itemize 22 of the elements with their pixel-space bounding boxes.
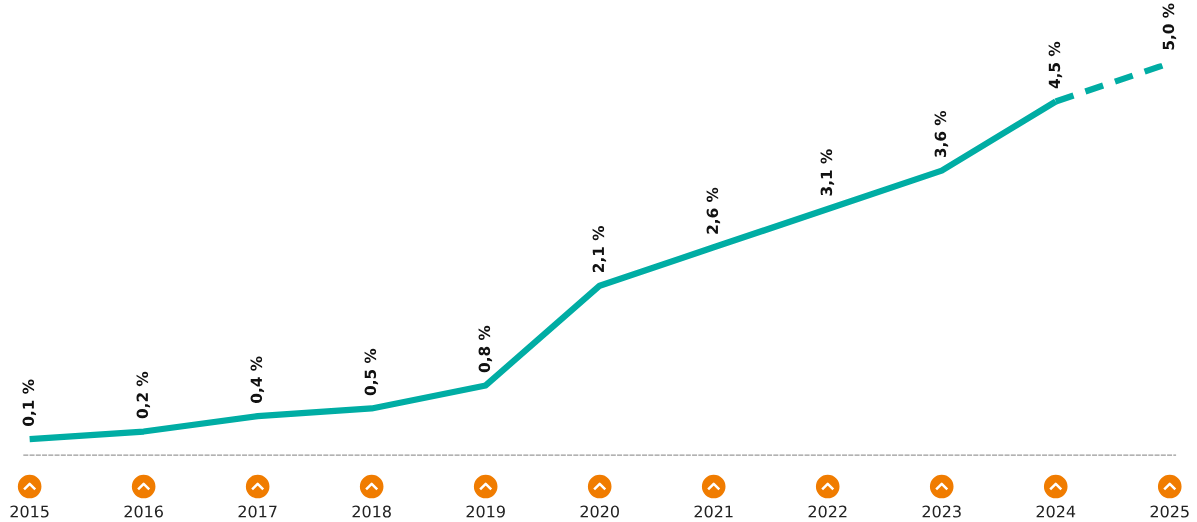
x-tick-label: 2020 bbox=[580, 505, 619, 518]
x-tick-label: 2017 bbox=[238, 505, 277, 518]
x-tick-label: 2022 bbox=[808, 505, 847, 518]
x-tick-label: 2019 bbox=[466, 505, 505, 518]
x-tick-label: 2018 bbox=[352, 505, 391, 518]
x-tick-label: 2016 bbox=[124, 505, 163, 518]
data-label: 2,6 % bbox=[706, 187, 721, 234]
data-label: 0,5 % bbox=[364, 348, 379, 396]
x-tick-label: 2015 bbox=[10, 505, 49, 518]
x-tick-label: 2021 bbox=[694, 505, 733, 518]
data-label: 0,4 % bbox=[250, 356, 265, 403]
data-label: 5,0 % bbox=[1162, 3, 1177, 50]
data-label: 4,5 % bbox=[1048, 41, 1063, 89]
x-tick-label: 2024 bbox=[1036, 505, 1076, 518]
x-tick-label: 2025 bbox=[1150, 505, 1189, 518]
data-label: 0,1 % bbox=[22, 379, 37, 426]
x-tick-label: 2023 bbox=[922, 505, 961, 518]
data-label: 2,1 % bbox=[592, 226, 607, 272]
data-label: 0,2 % bbox=[136, 371, 151, 419]
data-label: 3,6 % bbox=[934, 110, 949, 158]
data-label: 3,1 % bbox=[820, 149, 835, 196]
data-label: 0,8 % bbox=[478, 325, 493, 373]
